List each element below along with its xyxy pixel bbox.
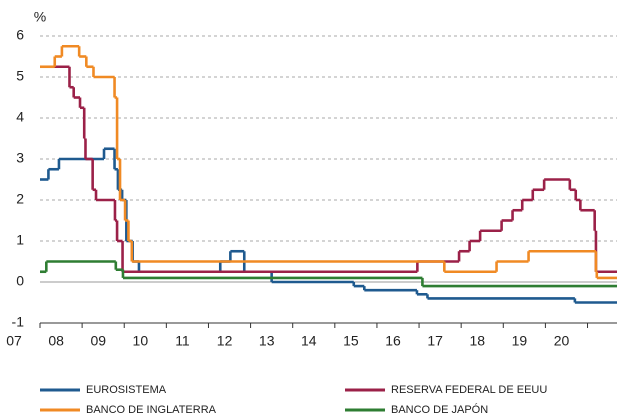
x-tick-label: 16 [385,333,401,349]
y-tick-label: 3 [16,150,24,166]
x-tick-label: 12 [217,333,233,349]
x-tick-label: 14 [301,333,317,349]
y-tick-label: -1 [12,314,25,330]
x-tick-label: 11 [175,333,190,349]
y-tick-label: 4 [16,109,24,125]
x-tick-label: 18 [469,333,485,349]
x-tick-label: 15 [343,333,359,349]
x-tick-label: 13 [259,333,275,349]
legend-label: BANCO DE INGLATERRA [86,404,217,416]
legend-label: RESERVA FEDERAL DE EEUU [391,384,547,396]
y-tick-label: 6 [16,27,24,43]
y-tick-label: 5 [16,68,24,84]
x-tick-label: 20 [554,333,570,349]
x-tick-label: 07 [6,333,22,349]
x-tick-label: 19 [512,333,528,349]
legend-label: EUROSISTEMA [86,384,167,396]
x-tick-label: 09 [90,333,106,349]
y-tick-label: 1 [16,232,24,248]
x-tick-label: 10 [133,333,149,349]
x-tick-label: 08 [48,333,64,349]
y-tick-label: 2 [16,191,24,207]
legend-label: BANCO DE JAPÓN [391,403,488,416]
x-tick-label: 17 [427,333,443,349]
y-axis-label: % [34,9,46,25]
y-tick-label: 0 [16,273,24,289]
